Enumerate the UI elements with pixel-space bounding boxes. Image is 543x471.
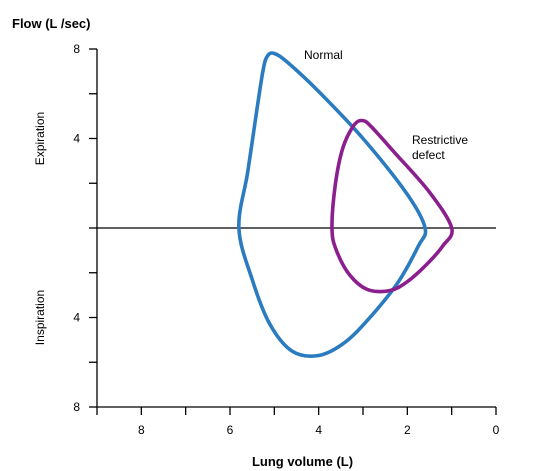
chart-labels: 8 4 4 8 8 6 4 2 0 Flow (L /sec) Lung volume (L) Exp… — [12, 16, 500, 469]
x-tick-label: 6 — [227, 423, 234, 437]
y-tick-label: 8 — [73, 400, 80, 414]
y-axis-title: Flow (L /sec) — [12, 16, 91, 31]
series-normal-label: Normal — [304, 48, 343, 62]
x-tick-label: 0 — [493, 423, 500, 437]
y-tick-label: 8 — [73, 42, 80, 56]
x-tick-label: 2 — [404, 423, 411, 437]
chart-axes — [89, 48, 497, 415]
x-axis-title: Lung volume (L) — [252, 454, 353, 469]
x-tick-label: 8 — [138, 423, 145, 437]
y-tick-label: 4 — [73, 311, 80, 325]
inspiration-label: Inspiration — [33, 290, 47, 345]
x-tick-label: 4 — [315, 423, 322, 437]
series-normal-curve — [237, 51, 428, 358]
chart-curves — [237, 51, 454, 358]
y-tick-label: 4 — [73, 132, 80, 146]
series-restrictive-defect-curve — [330, 118, 454, 294]
series-restrictive-defect-label-line2: defect — [412, 148, 445, 162]
series-restrictive-defect-label-line1: Restrictive — [412, 133, 468, 147]
expiration-label: Expiration — [33, 112, 47, 165]
